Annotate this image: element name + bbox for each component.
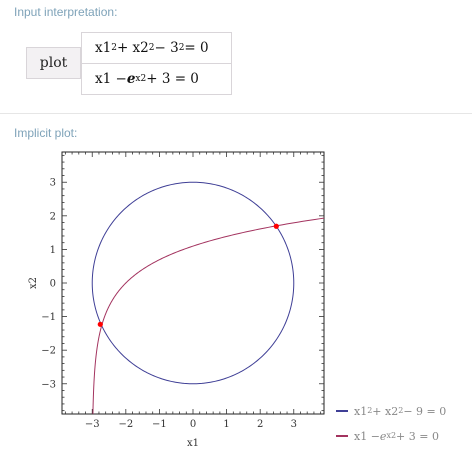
eq2-term-a: x1 −: [95, 71, 127, 87]
series-exponential-line: [92, 217, 324, 414]
y-tick-label: −1: [41, 312, 56, 323]
x-tick-label: 1: [223, 419, 229, 430]
eq1-term-e: − 3: [154, 40, 179, 56]
y-axis-label: x2: [28, 277, 39, 289]
implicit-plot-title: Implicit plot:: [14, 126, 78, 140]
intersection-point: [97, 321, 103, 327]
legend-swatch-exponential: [336, 435, 348, 437]
x-tick-label: −3: [85, 419, 100, 430]
eq1-term-a: x1: [95, 40, 112, 56]
x-axis-label: x1: [187, 438, 199, 449]
legend-item-circle: x1 2 + x2 2 − 9 = 0: [336, 403, 446, 419]
legend-swatch-circle: [336, 410, 348, 412]
leg2-a: x1 −: [354, 429, 380, 443]
y-tick-label: 1: [50, 245, 56, 256]
y-tick-label: 2: [50, 211, 56, 222]
leg1-e: − 9 = 0: [403, 404, 447, 418]
eq1-term-c: + x2: [116, 40, 149, 56]
y-tick-label: 3: [50, 178, 56, 189]
x-tick-label: 0: [190, 419, 196, 430]
eq2-term-d: + 3 = 0: [146, 71, 199, 87]
intersection-point: [273, 223, 279, 229]
y-tick-label: −2: [41, 346, 56, 357]
leg1-c: + x2: [372, 404, 399, 418]
pod-separator: [0, 113, 472, 114]
y-tick-label: 0: [50, 279, 56, 290]
series-circle-line: [91, 181, 295, 385]
legend-item-exponential: x1 − e x2 + 3 = 0: [336, 428, 439, 444]
leg2-e: e: [379, 429, 387, 443]
input-interpretation-title: Input interpretation:: [14, 5, 118, 19]
x-tick-label: 2: [257, 419, 263, 430]
x-tick-label: 3: [291, 419, 297, 430]
implicit-plot-chart: −3 −2 −1 0 1 2 3 −3 −2 −1 0 1 2 3 x1 x2: [28, 151, 325, 449]
eq1-term-g: = 0: [184, 40, 209, 56]
eq2-euler-e: e: [126, 71, 136, 87]
leg1-a: x1: [354, 404, 368, 418]
equation-2-cell: x1 − e x2 + 3 = 0: [81, 63, 232, 95]
plot-frame: [61, 151, 325, 415]
y-tick-label: −3: [41, 379, 56, 390]
x-tick-label: −1: [152, 419, 167, 430]
plot-command-label: plot: [26, 47, 81, 79]
x-tick-label: −2: [118, 419, 133, 430]
leg2-d: + 3 = 0: [396, 429, 439, 443]
